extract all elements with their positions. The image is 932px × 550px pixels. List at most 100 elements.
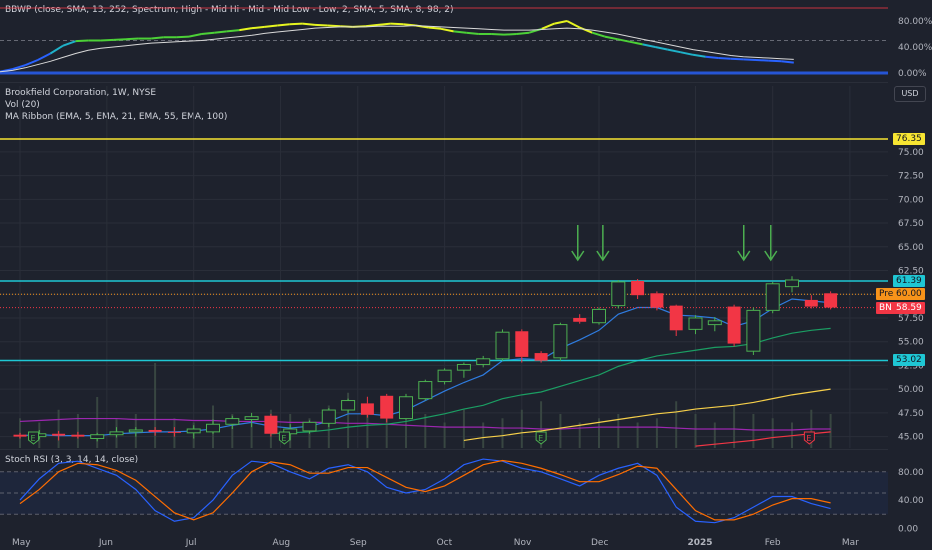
bbwp-signal-line <box>0 25 794 73</box>
bbwp-line-segment <box>718 57 731 60</box>
time-axis[interactable]: May Jun Jul Aug Sep Oct Nov Dec 2025 Feb Mar <box>12 538 859 548</box>
bbwp-line-segment <box>239 27 253 32</box>
bbwp-line-segment <box>617 38 631 43</box>
volume-bar <box>675 401 678 448</box>
bbwp-legend[interactable]: BBWP (close, SMA, 13, 252, Spectrum, Hig… <box>5 5 454 15</box>
volume-bar <box>617 414 620 448</box>
candle-body <box>650 293 664 308</box>
bbwp-line-segment <box>541 22 555 30</box>
bbwp-line-segment <box>629 40 643 46</box>
time-axis-label: May <box>12 538 31 548</box>
bbwp-line-segment <box>667 48 681 54</box>
bbwp-line-segment <box>125 37 139 41</box>
arrow-annotation-head <box>737 250 751 262</box>
time-axis-label: Nov <box>514 538 532 548</box>
candle-body <box>13 434 27 437</box>
volume-bar <box>655 418 658 448</box>
time-axis-label: Sep <box>350 538 367 548</box>
volume-legend[interactable]: Vol (20) <box>5 100 40 110</box>
symbol-title[interactable]: Brookfield Corporation, 1W, NYSE <box>5 88 157 98</box>
price-tick-label: 52.50 <box>898 361 924 371</box>
bbwp-line-segment <box>768 59 782 63</box>
candle-body <box>244 416 259 421</box>
volume-bar <box>540 401 543 448</box>
bbwp-line-segment <box>390 22 404 26</box>
volume-bar <box>250 422 253 448</box>
bbwp-tick-label: 80.00% <box>898 17 932 27</box>
pane-separator-bottom[interactable] <box>0 449 888 450</box>
earnings-marker-label: E <box>31 434 36 443</box>
ema-21-line <box>270 327 831 435</box>
stochrsi-tick-label: 40.00 <box>898 496 924 506</box>
candle-body <box>52 433 66 436</box>
bbwp-line-segment <box>440 27 454 33</box>
candle-body <box>785 279 799 288</box>
earnings-marker-label: E <box>281 434 286 443</box>
bbwp-line-segment <box>302 22 316 26</box>
volume-bar <box>752 414 755 448</box>
price-tick-label: 45.00 <box>898 433 924 443</box>
price-pane[interactable]: 45.00 47.50 50.00 52.50 55.00 57.50 60.00 62.50… <box>0 86 924 448</box>
bbwp-line-segment <box>579 26 593 34</box>
price-tick-label: 50.00 <box>898 385 924 395</box>
candle-body <box>437 369 452 383</box>
candle-body <box>476 358 491 365</box>
candle-body <box>380 395 394 419</box>
price-tick-label: 57.50 <box>898 314 924 324</box>
bbwp-line-segment <box>466 31 479 35</box>
level-tag-61-39: 61.39 <box>893 275 925 288</box>
bbwp-tick-label: 40.00% <box>898 43 932 53</box>
volume-bar <box>578 422 581 448</box>
candle-body <box>341 400 356 411</box>
time-axis-label: Jul <box>185 538 197 548</box>
volume-bar <box>154 363 157 448</box>
bbwp-line-segment <box>680 51 694 56</box>
volume-bar <box>636 422 639 448</box>
candle-body <box>707 320 722 326</box>
candle-body <box>90 434 105 440</box>
pane-separator-top[interactable] <box>0 82 888 83</box>
bbwp-line-segment <box>453 30 467 34</box>
volume-bar <box>482 422 485 448</box>
bbwp-line-segment <box>692 53 706 58</box>
price-tick-label: 67.50 <box>898 219 924 229</box>
stochrsi-tick-label: 80.00 <box>898 468 924 478</box>
bbwp-line-segment <box>277 23 290 27</box>
price-tick-label: 47.50 <box>898 409 924 419</box>
stochrsi-legend[interactable]: Stoch RSI (3, 3, 14, 14, close) <box>5 455 139 465</box>
volume-bar <box>347 392 350 448</box>
bbwp-line-segment <box>75 39 89 43</box>
earnings-marker <box>28 431 40 445</box>
candle-body <box>109 431 124 436</box>
price-tick-label: 62.50 <box>898 267 924 277</box>
volume-bar <box>694 414 697 448</box>
stochrsi-pane[interactable]: 80.00 40.00 0.00 <box>0 458 924 534</box>
bbwp-line-segment <box>591 31 606 38</box>
bbwp-line-segment <box>24 59 39 67</box>
bbwp-line-segment <box>743 58 757 61</box>
price-legend[interactable]: Brookfield Corporation, 1W, NYSE Vol (20… <box>5 87 227 123</box>
arrow-annotation-head <box>571 250 585 262</box>
bbwp-line-segment <box>755 59 769 62</box>
candle-body <box>611 281 626 307</box>
candle-body <box>302 421 317 432</box>
bbwp-pane[interactable]: 80.00% 40.00% 0.00% <box>0 7 932 79</box>
earnings-marker <box>803 431 815 445</box>
bbwp-line-segment <box>781 60 794 64</box>
bbwp-line-segment <box>226 29 240 33</box>
candle-body <box>688 317 703 330</box>
bbwp-line-segment <box>654 46 669 51</box>
earnings-marker-label: E <box>538 434 543 443</box>
ma-ribbon-legend[interactable]: MA Ribbon (EMA, 5, EMA, 21, EMA, 55, EMA… <box>5 112 228 122</box>
candle-body <box>128 429 143 433</box>
bbwp-line-segment <box>642 43 656 48</box>
bbwp-line-segment <box>566 20 581 29</box>
bbwp-line-segment <box>201 31 215 35</box>
candle-body <box>206 423 220 433</box>
bbwp-line-segment <box>377 22 391 26</box>
candle-body <box>495 331 510 360</box>
time-axis-label: Mar <box>842 538 859 548</box>
earnings-marker-label: E <box>806 434 811 443</box>
currency-button[interactable]: USD <box>894 86 926 102</box>
